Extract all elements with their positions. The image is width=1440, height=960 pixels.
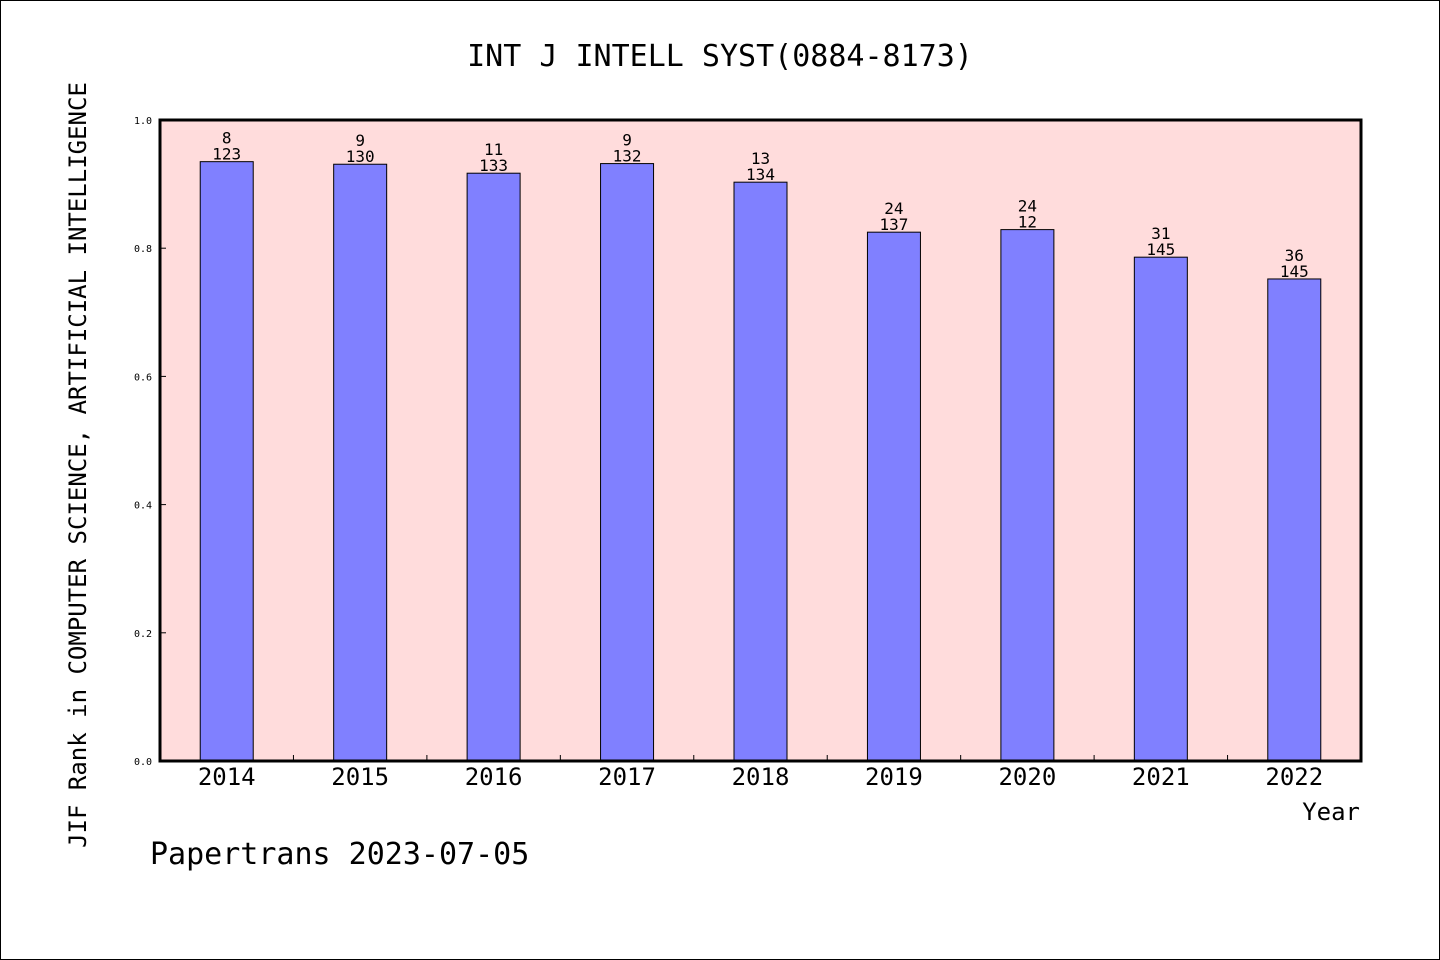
rank-label: 31 [1151,224,1170,243]
bar-2015 [333,163,388,762]
total-label: 145 [1146,240,1175,259]
y-axis-label: JIF Rank in COMPUTER SCIENCE, ARTIFICIAL… [64,82,92,848]
y-tick-label: 0.8 [134,244,152,255]
x-tick-label: 2018 [732,763,790,791]
bar-2019 [866,231,921,762]
x-tick-label: 2022 [1265,763,1323,791]
bar-2022 [1267,278,1322,762]
y-tick-label: 0.4 [134,501,152,512]
x-tick-label: 2017 [598,763,656,791]
x-tick-label: 2019 [865,763,923,791]
footer-text: Papertrans 2023-07-05 [150,837,529,872]
y-tick-label: 1.0 [134,116,152,127]
y-tick-label: 0.0 [134,757,152,768]
rank-label: 9 [355,131,365,150]
total-label: 145 [1280,262,1309,281]
bar-2020 [1000,229,1055,762]
x-tick-label: 2015 [331,763,389,791]
x-tick-label: 2016 [465,763,523,791]
rank-label: 8 [222,129,232,148]
bar-2018 [733,181,788,762]
bar-2016 [466,172,521,762]
x-tick-label: 2020 [998,763,1056,791]
total-label: 123 [212,145,241,164]
plot-border [158,118,1363,763]
rank-label: 11 [484,140,503,159]
total-label: 133 [479,156,508,175]
y-tick-label: 0.2 [134,629,152,640]
total-label: 134 [746,165,775,184]
rank-label: 24 [884,199,903,218]
total-label: 130 [346,147,375,166]
bar-2021 [1133,256,1188,762]
x-axis-label: Year [1302,798,1360,826]
total-label: 137 [879,215,908,234]
bar-2014 [199,161,254,762]
rank-label: 9 [622,131,632,150]
rank-label: 24 [1018,197,1037,216]
y-tick-label: 0.6 [134,372,152,383]
chart-title: INT J INTELL SYST(0884-8173) [467,39,973,74]
total-label: 12 [1018,213,1037,232]
rank-label: 13 [751,149,770,168]
total-label: 132 [613,147,642,166]
x-tick-label: 2014 [198,763,256,791]
bar-2017 [600,163,655,762]
rank-label: 36 [1285,246,1304,265]
x-tick-label: 2021 [1132,763,1190,791]
